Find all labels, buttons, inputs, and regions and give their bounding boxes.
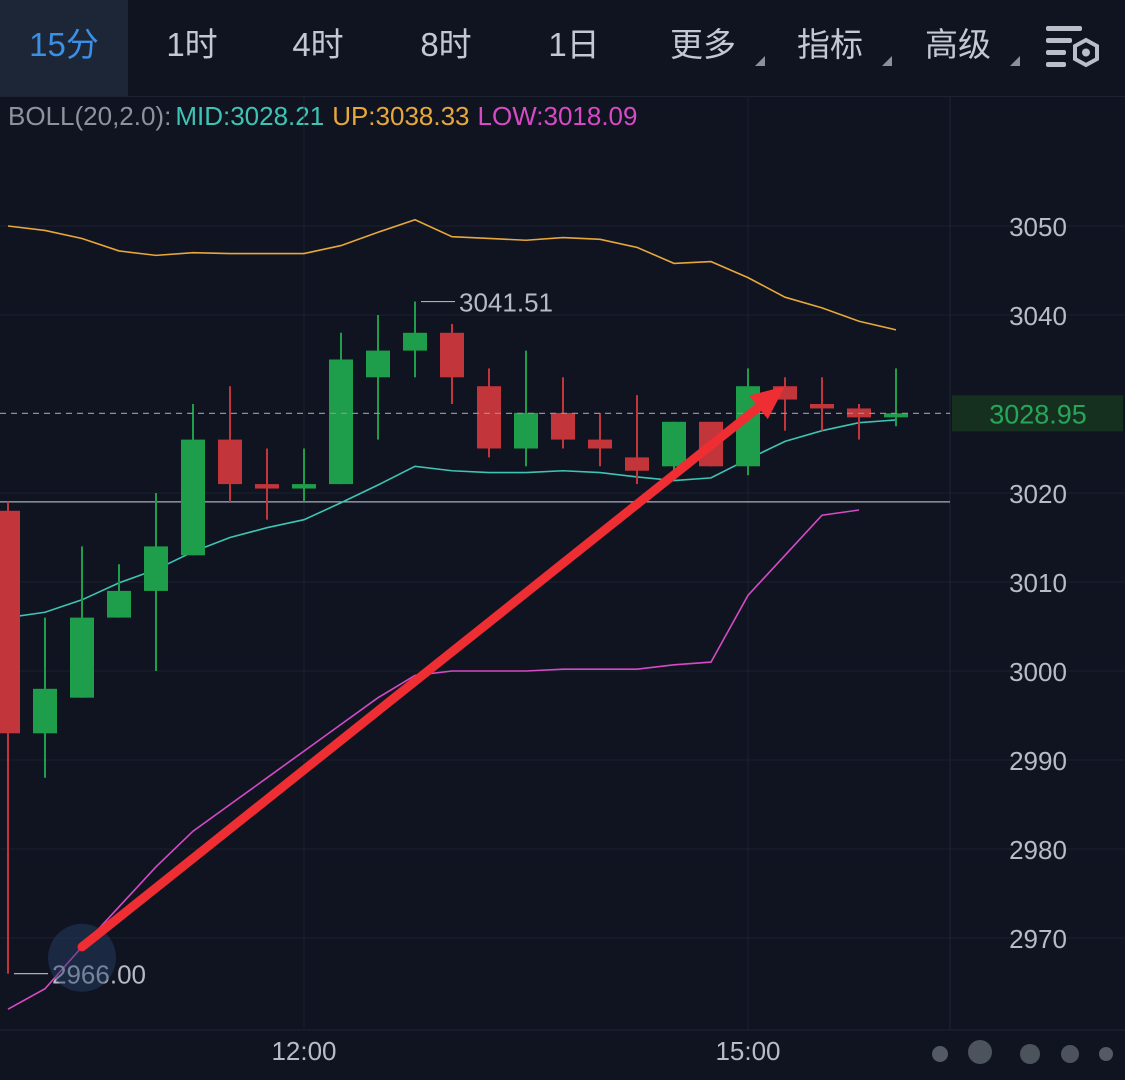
watermark-logo bbox=[932, 1040, 1113, 1064]
candle-body bbox=[588, 439, 612, 449]
dropdown-corner-icon bbox=[882, 56, 892, 66]
current-price-label: 3028.95 bbox=[989, 399, 1087, 429]
tab-label: 高级 bbox=[925, 26, 991, 63]
tab-3[interactable]: 8时 bbox=[382, 0, 510, 96]
candle-body bbox=[810, 404, 834, 409]
y-tick-label: 2990 bbox=[1009, 746, 1067, 776]
trend-arrow-shaft bbox=[77, 402, 763, 952]
y-tick-label: 3000 bbox=[1009, 657, 1067, 687]
candle-body bbox=[70, 617, 94, 698]
tab-label: 1日 bbox=[548, 26, 600, 63]
boll-mid-line bbox=[7, 419, 897, 619]
candle-body bbox=[366, 350, 390, 378]
timeframe-tab-bar: 15分 1时 4时 8时 1日 更多 指标 高级 bbox=[0, 0, 1125, 97]
candle-body bbox=[33, 688, 57, 734]
candle-body bbox=[181, 439, 205, 556]
x-tick-label: 12:00 bbox=[271, 1036, 336, 1066]
candle-body bbox=[218, 439, 242, 485]
tab-label: 指标 bbox=[797, 26, 863, 63]
boll-mid-value: MID:3028.21 bbox=[175, 101, 325, 131]
y-tick-label: 3010 bbox=[1009, 568, 1067, 598]
y-tick-label: 3050 bbox=[1009, 212, 1067, 242]
candlestick-chart[interactable]: 3050 3040 3020 3010 3000 2990 2980 2970 12:00 15:… bbox=[0, 96, 1125, 1068]
replay-badge-icon[interactable] bbox=[48, 923, 116, 992]
annotation-label: 3041.51 bbox=[459, 288, 553, 318]
candle-body bbox=[662, 421, 686, 467]
y-tick-label: 2970 bbox=[1009, 924, 1067, 954]
boll-indicator-legend: BOLL(20,2.0): MID:3028.21 UP:3038.33 LOW:30… bbox=[8, 100, 645, 132]
tab-4[interactable]: 1日 bbox=[510, 0, 638, 96]
candle-body bbox=[551, 412, 575, 440]
y-tick-label: 2980 bbox=[1009, 835, 1067, 865]
current-price-tag bbox=[952, 395, 1123, 432]
tab-0[interactable]: 15分 bbox=[0, 0, 128, 96]
dropdown-corner-icon bbox=[1010, 56, 1020, 66]
boll-lower-value: LOW:3018.09 bbox=[477, 101, 638, 131]
candle-body bbox=[144, 546, 168, 591]
candle-body bbox=[477, 386, 501, 449]
tab-label: 4时 bbox=[292, 26, 344, 63]
candle-body bbox=[255, 484, 279, 489]
tab-label: 15分 bbox=[29, 26, 99, 63]
tab-label: 8时 bbox=[420, 26, 472, 63]
tab-2[interactable]: 4时 bbox=[254, 0, 382, 96]
tab-label: 更多 bbox=[670, 26, 736, 63]
dropdown-corner-icon bbox=[755, 56, 765, 66]
candle-body bbox=[514, 412, 538, 449]
tab-7[interactable]: 高级 bbox=[894, 0, 1022, 96]
candle-body bbox=[329, 359, 353, 485]
chart-settings-icon[interactable] bbox=[1042, 22, 1102, 72]
boll-lower-band-line bbox=[7, 509, 860, 1010]
candle-body bbox=[0, 510, 20, 734]
candle-body bbox=[884, 413, 908, 418]
x-tick-label: 15:00 bbox=[715, 1036, 780, 1066]
boll-upper-band-line bbox=[7, 218, 897, 331]
tab-5[interactable]: 更多 bbox=[639, 0, 767, 96]
candle-body bbox=[403, 332, 427, 351]
y-tick-label: 3040 bbox=[1009, 301, 1067, 331]
trend-arrow-head bbox=[749, 386, 785, 420]
boll-upper-value: UP:3038.33 bbox=[332, 101, 470, 131]
tab-6[interactable]: 指标 bbox=[766, 0, 894, 96]
annotation-label: 2966.00 bbox=[52, 960, 146, 990]
y-tick-label: 3020 bbox=[1009, 479, 1067, 509]
boll-indicator-name: BOLL(20,2.0): bbox=[8, 101, 172, 131]
candle-body bbox=[107, 590, 131, 618]
candle-body bbox=[440, 332, 464, 378]
candle-body bbox=[292, 484, 316, 489]
tab-label: 1时 bbox=[166, 26, 218, 63]
candle-body bbox=[625, 457, 649, 471]
tab-1[interactable]: 1时 bbox=[128, 0, 256, 96]
